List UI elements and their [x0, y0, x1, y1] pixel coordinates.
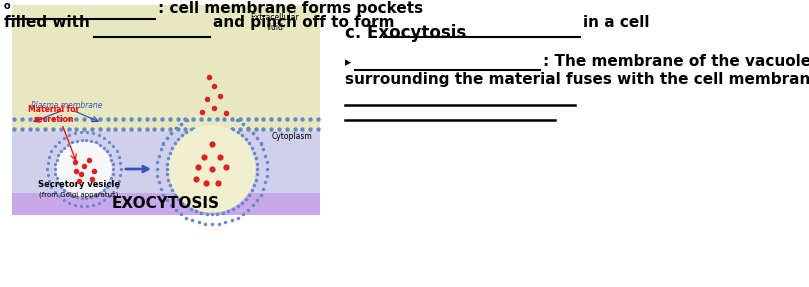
- Circle shape: [169, 126, 255, 212]
- Text: Extracellular
fluid: Extracellular fluid: [251, 13, 299, 32]
- Bar: [12, 193, 320, 215]
- Bar: [12, 5, 320, 131]
- Text: surrounding the material fuses with the cell membrane,: surrounding the material fuses with the …: [345, 72, 809, 87]
- Text: in a cell: in a cell: [583, 15, 650, 30]
- Text: : The membrane of the vacuole: : The membrane of the vacuole: [543, 54, 809, 69]
- Text: Secretory vesicle: Secretory vesicle: [38, 180, 120, 189]
- Text: Plasma membrane: Plasma membrane: [32, 101, 103, 110]
- Text: filled with: filled with: [4, 15, 90, 30]
- Text: EXOCYTOSIS: EXOCYTOSIS: [112, 197, 220, 212]
- Bar: [12, 131, 320, 193]
- Text: c. Exocytosis: c. Exocytosis: [345, 24, 466, 42]
- Circle shape: [57, 142, 111, 196]
- Text: (from Golgi apparatus): (from Golgi apparatus): [40, 191, 119, 197]
- Text: and pinch off to form: and pinch off to form: [213, 15, 395, 30]
- Text: o: o: [4, 1, 11, 11]
- Text: : cell membrane forms pockets: : cell membrane forms pockets: [158, 1, 423, 16]
- Text: Cytoplasm: Cytoplasm: [272, 132, 313, 141]
- Text: ▸: ▸: [345, 56, 351, 69]
- Text: Material for
secretion: Material for secretion: [28, 104, 79, 124]
